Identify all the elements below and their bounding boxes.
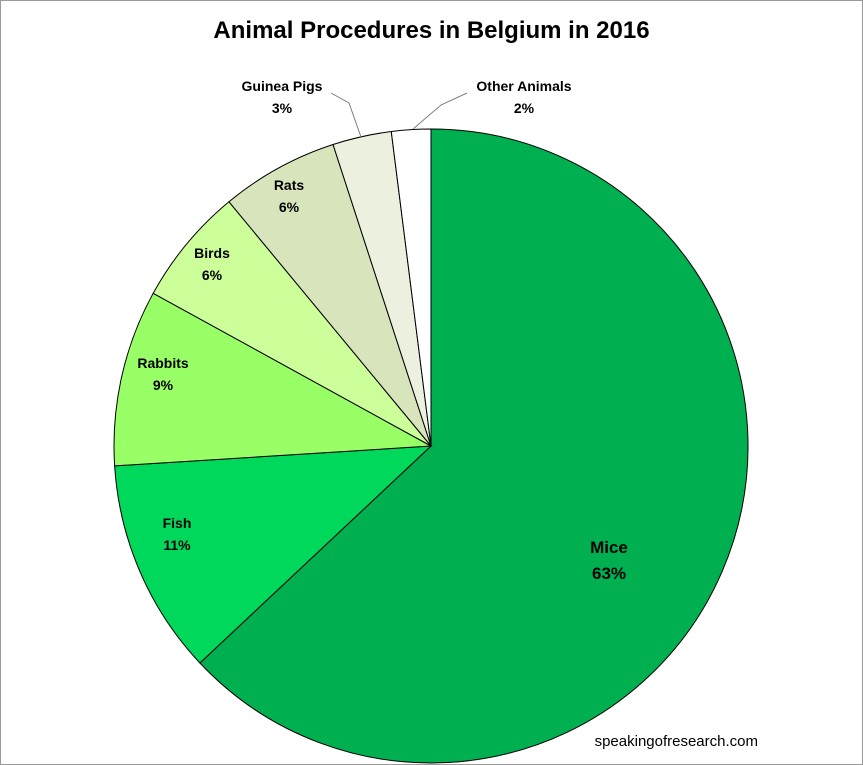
pie-slice-rabbits	[113, 292, 433, 467]
pie-slice-mice	[199, 128, 749, 764]
source-credit: speakingofresearch.com	[594, 733, 758, 750]
slice-value-birds: 6%	[202, 267, 223, 283]
slice-label-fish: Fish	[163, 515, 192, 531]
pie-slice-birds	[152, 201, 432, 447]
slice-label-rats: Rats	[274, 177, 305, 193]
pie-slice-other-animals	[390, 128, 432, 447]
slice-value-rabbits: 9%	[153, 377, 174, 393]
slice-value-rats: 6%	[279, 199, 300, 215]
slice-label-birds: Birds	[194, 245, 230, 261]
leader-line-guinea-pigs	[330, 92, 362, 138]
pie-slice-fish	[114, 445, 433, 664]
slice-value-fish: 11%	[163, 537, 191, 553]
slice-label-mice: Mice	[590, 538, 628, 557]
slice-label-other-animals: Other Animals	[476, 78, 571, 94]
slice-label-rabbits: Rabbits	[137, 355, 189, 371]
chart-title: Animal Procedures in Belgium in 2016	[213, 17, 650, 44]
slice-value-other-animals: 2%	[514, 100, 535, 116]
leader-line-other-animals	[412, 92, 468, 130]
slice-value-guinea-pigs: 3%	[272, 100, 293, 116]
slice-label-guinea-pigs: Guinea Pigs	[242, 78, 323, 94]
pie-slice-rats	[228, 143, 432, 447]
slice-value-mice: 63%	[592, 564, 626, 583]
